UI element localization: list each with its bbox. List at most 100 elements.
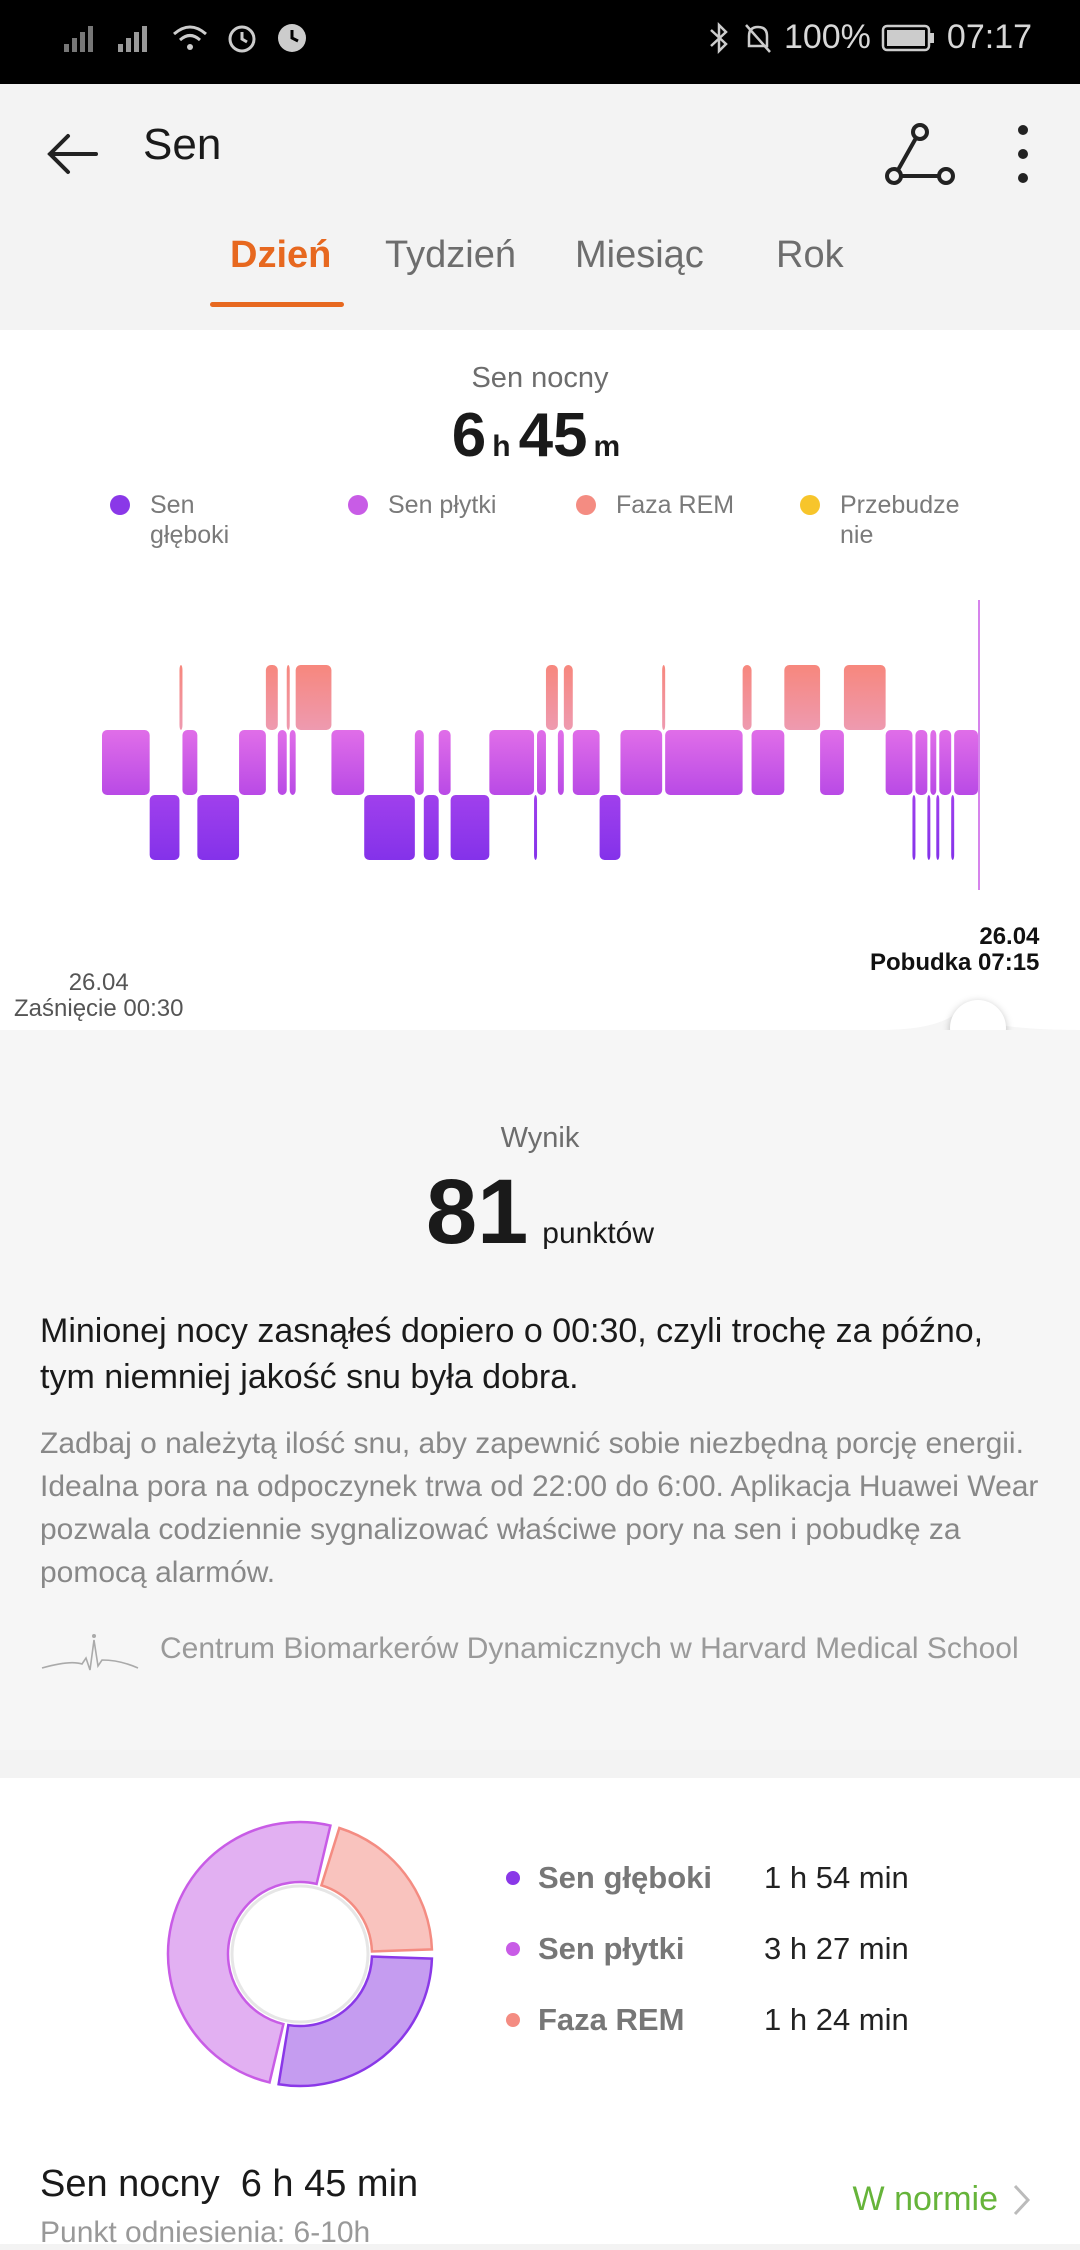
battery-icon (881, 24, 934, 51)
sleep-segment-light (289, 730, 296, 795)
sleep-segment-light (820, 730, 844, 795)
sleep-start-date: 26.04 (68, 969, 129, 996)
night-sleep-summary: Sen nocny 6 h 45 min (40, 2163, 418, 2206)
sleep-segment-light (102, 730, 150, 795)
sleep-segment-rem (545, 665, 558, 730)
breakdown-row-rem: Faza REM 1 h 24 min (506, 2002, 909, 2038)
sleep-stage-chart[interactable] (0, 590, 1080, 960)
sleep-segment-light (665, 730, 743, 795)
sleep-start-marker: 26.04 Zaśnięcie 00:30 (14, 970, 183, 1022)
more-options-icon[interactable] (985, 114, 1045, 194)
sleep-chart-card: Sen nocny 6 h 45 m Sen głęboki Sen płytki F… (0, 330, 1080, 1030)
sleep-breakdown-donut (166, 1820, 434, 2088)
night-sleep-label: Sen nocny (471, 362, 609, 394)
legend-rem: Faza REM (576, 490, 734, 520)
sleep-segment-light (182, 730, 198, 795)
tab-year[interactable]: Rok (776, 234, 844, 276)
night-sleep-summary-label: Sen nocny (40, 2163, 220, 2205)
legend-deep-sleep: Sen głęboki (110, 490, 229, 550)
sleep-segment-light (277, 730, 287, 795)
sleep-segment-deep (951, 795, 955, 860)
sleep-segment-light (331, 730, 365, 795)
app-bar: Sen Dzień Tydzień Miesiąc Rok (0, 84, 1080, 324)
sleep-segment-deep (364, 795, 415, 860)
sleep-advice: Zadbaj o należytą ilość snu, aby zapewni… (40, 1427, 1039, 1589)
sleep-segment-deep (927, 795, 931, 860)
donut-slice-rem (319, 1826, 434, 1953)
breakdown-label: Sen głęboki (538, 1860, 712, 1895)
sleep-minutes-unit: m (593, 430, 621, 463)
sleep-hours: 6 (451, 401, 487, 470)
tab-day[interactable]: Dzień (230, 234, 332, 276)
donut-slice-deep (277, 1955, 434, 2088)
sleep-segment-light (915, 730, 928, 795)
sleep-segment-rem (265, 665, 278, 730)
night-sleep-summary-value: 6 h 45 min (240, 2163, 419, 2205)
status-bar: 100% 07:17 (0, 0, 1080, 84)
signal-icon (64, 26, 93, 52)
score-summary: Minionej nocy zasnąłeś dopiero o 00:30, … (40, 1312, 984, 1396)
sleep-segment-deep (423, 795, 439, 860)
sleep-segment-deep (450, 795, 490, 860)
legend-dot (110, 495, 130, 515)
night-sleep-total: 6 h 45 m (0, 400, 1080, 471)
legend-dot (348, 495, 368, 515)
breakdown-value: 1 h 54 min (764, 1860, 909, 1895)
sleep-segment-light (751, 730, 785, 795)
donut-center (230, 1884, 370, 2024)
breakdown-dot (506, 1871, 520, 1885)
legend-label: Przebudze nie (840, 491, 960, 549)
sleep-segment-light (489, 730, 535, 795)
tab-month[interactable]: Miesiąc (575, 234, 704, 276)
source-text: Centrum Biomarkerów Dynamicznych w Harva… (160, 1632, 1019, 1665)
sleep-segment-light (414, 730, 424, 795)
sleep-breakdown-card: Sen głęboki 1 h 54 min Sen płytki 3 h 27… (0, 1778, 1080, 2249)
sleep-segment-light (557, 730, 564, 795)
battery-percent: 100% (783, 18, 871, 56)
sleep-segment-light (620, 730, 663, 795)
mute-bell-icon (745, 23, 771, 53)
breakdown-dot (506, 2013, 520, 2027)
breakdown-label: Sen płytki (538, 1931, 685, 1966)
breakdown-dot (506, 1942, 520, 1956)
sleep-hours-unit: h (492, 430, 511, 463)
back-arrow-icon[interactable] (40, 114, 120, 194)
clock-icon (278, 24, 306, 52)
legend-awake: Przebudze nie (800, 490, 960, 550)
sleep-segment-deep (599, 795, 621, 860)
breakdown-value: 3 h 27 min (764, 1931, 909, 1966)
page-title: Sen (143, 120, 222, 169)
sleep-segment-deep (149, 795, 180, 860)
sleep-segment-light (930, 730, 937, 795)
sleep-minutes: 45 (518, 401, 588, 470)
source-credit: Centrum Biomarkerów Dynamicznych w Harva… (40, 1630, 1040, 1680)
sleep-segment-light (239, 730, 266, 795)
sleep-start-label: Zaśnięcie 00:30 (14, 995, 184, 1022)
sleep-segment-deep (912, 795, 916, 860)
sleep-segment-light (537, 730, 546, 795)
norm-status-label: W normie (852, 2180, 998, 2218)
score-unit: punktów (542, 1217, 655, 1250)
breakdown-value: 1 h 24 min (764, 2002, 909, 2037)
sleep-segment-deep (534, 795, 538, 860)
sleep-segment-rem (179, 665, 183, 730)
wake-end-date: 26.04 (979, 923, 1040, 950)
score-label: Wynik (500, 1122, 580, 1154)
score-value: 81 (425, 1161, 529, 1263)
sleep-segment-deep (936, 795, 940, 860)
breakdown-label: Faza REM (538, 2002, 685, 2037)
share-icon[interactable] (880, 114, 960, 194)
sleep-segment-rem (295, 665, 332, 730)
norm-status-link[interactable]: W normie (853, 2180, 1032, 2219)
legend-label: Sen płytki (388, 491, 497, 519)
wake-end-marker: 26.04 Pobudka 07:15 (870, 924, 1039, 976)
wifi-icon (173, 25, 207, 50)
sleep-segment-rem (843, 665, 886, 730)
sleep-segment-rem (286, 665, 290, 730)
wake-end-label: Pobudka 07:15 (870, 949, 1040, 976)
legend-dot (576, 495, 596, 515)
period-tabs: Dzień Tydzień Miesiąc Rok (0, 234, 1080, 314)
tab-week[interactable]: Tydzień (385, 234, 516, 276)
legend-dot (800, 495, 820, 515)
breakdown-row-light: Sen płytki 3 h 27 min (506, 1931, 909, 1967)
